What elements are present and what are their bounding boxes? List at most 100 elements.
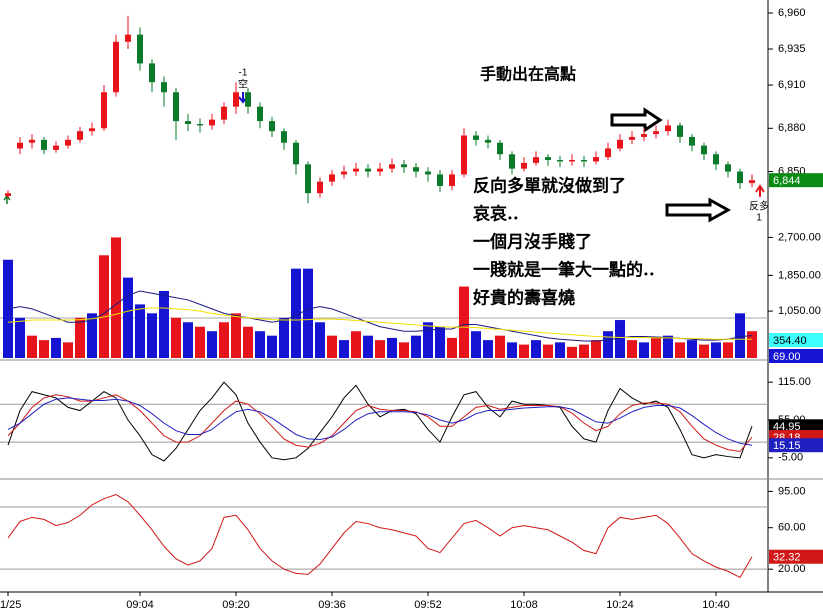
volume-bar <box>147 313 157 358</box>
candle-body <box>473 135 479 140</box>
candle-body <box>389 164 395 169</box>
value-label: 15.15 <box>773 440 801 452</box>
candle-body <box>725 164 731 172</box>
y-tick-label: 6,960 <box>778 7 806 19</box>
x-tick-label: 09:52 <box>414 599 442 611</box>
candle-body <box>377 168 383 172</box>
candle-body <box>317 181 323 194</box>
candle-body <box>65 139 71 146</box>
volume-bar <box>567 346 577 358</box>
volume-bar <box>63 342 73 358</box>
y-tick-label: 6,880 <box>778 122 806 134</box>
volume-bar <box>327 335 337 358</box>
candle-body <box>17 142 23 149</box>
volume-bar <box>591 340 601 358</box>
candle-body <box>401 164 407 168</box>
volume-bar <box>531 340 541 358</box>
candle-body <box>665 125 671 132</box>
volume-bar <box>123 277 133 358</box>
candle-body <box>437 174 443 186</box>
volume-bar <box>471 331 481 358</box>
volume-bar <box>543 344 553 358</box>
volume-bar <box>687 340 697 358</box>
candle-body <box>413 167 419 172</box>
indicator-line <box>7 394 753 453</box>
value-label-box <box>769 419 823 434</box>
volume-bar <box>735 313 745 358</box>
value-label-box <box>769 549 823 564</box>
value-label: 6,844 <box>773 175 801 187</box>
candle-body <box>233 92 239 107</box>
volume-bar <box>39 340 49 358</box>
arrow-outline <box>665 197 732 223</box>
volume-bar <box>159 291 169 358</box>
candle-body <box>545 157 551 161</box>
indicator-line <box>7 397 753 446</box>
volume-bar <box>675 342 685 358</box>
candle-body <box>509 154 515 169</box>
candle-body <box>629 136 635 140</box>
volume-bar <box>195 326 205 358</box>
candle-body <box>281 131 287 143</box>
volume-bar <box>75 317 85 358</box>
candle-body <box>149 63 155 83</box>
volume-bar <box>255 331 265 358</box>
candle-body <box>581 160 587 162</box>
candle-body <box>677 125 683 137</box>
volume-bar <box>291 268 301 358</box>
candle-body <box>101 92 107 129</box>
x-tick-label: 09:04 <box>126 599 154 611</box>
trade-mark: 空 <box>238 78 248 91</box>
trade-mark: 反多 <box>749 200 769 213</box>
indicator-line <box>7 381 753 462</box>
volume-bar <box>15 317 25 358</box>
volume-bar <box>579 344 589 358</box>
y-tick-label: 115.00 <box>778 376 811 388</box>
volume-bar <box>639 342 649 358</box>
volume-bar <box>303 268 313 358</box>
volume-bar <box>87 313 97 358</box>
volume-bar <box>267 335 277 358</box>
x-tick-label: 10:08 <box>510 599 538 611</box>
arrow-outline <box>610 107 663 133</box>
volume-bar <box>243 326 253 358</box>
candle-body <box>257 106 263 122</box>
volume-bar <box>51 337 61 358</box>
candle-body <box>365 168 371 172</box>
volume-bar <box>555 342 565 358</box>
volume-bar <box>711 342 721 358</box>
volume-bar <box>207 331 217 358</box>
annotation: 一賤就是一筆大一點的.. <box>473 260 655 281</box>
value-label-box <box>769 438 823 453</box>
x-tick-label: 09:20 <box>222 599 250 611</box>
candle-body <box>5 193 11 197</box>
candle-body <box>713 154 719 165</box>
trade-mark: -1 <box>239 68 248 79</box>
volume-bar <box>519 344 529 358</box>
y-tick-label: 95.00 <box>778 485 806 497</box>
candle-body <box>113 41 119 93</box>
y-tick-label: -5.00 <box>778 452 803 464</box>
candle-body <box>593 157 599 162</box>
volume-bar <box>603 331 613 358</box>
x-tick-label: 09:36 <box>318 599 346 611</box>
volume-bar <box>663 335 673 358</box>
volume-bar <box>387 337 397 358</box>
candle-body <box>329 174 335 182</box>
candle-body <box>125 34 131 42</box>
y-tick-label: 6,910 <box>778 79 806 91</box>
volume-bar <box>399 342 409 358</box>
volume-bar <box>171 317 181 358</box>
volume-bar <box>483 340 493 358</box>
y-tick-label: 2,700.00 <box>778 231 821 243</box>
candle-body <box>449 174 455 186</box>
x-tick-label: 10:40 <box>702 599 730 611</box>
volume-bar <box>747 331 757 358</box>
candle-body <box>161 82 167 93</box>
volume-bar <box>459 286 469 358</box>
candle-body <box>737 171 743 184</box>
candle-body <box>197 123 203 126</box>
volume-bar <box>279 317 289 358</box>
indicator-line <box>7 493 753 579</box>
candle-body <box>341 171 347 175</box>
